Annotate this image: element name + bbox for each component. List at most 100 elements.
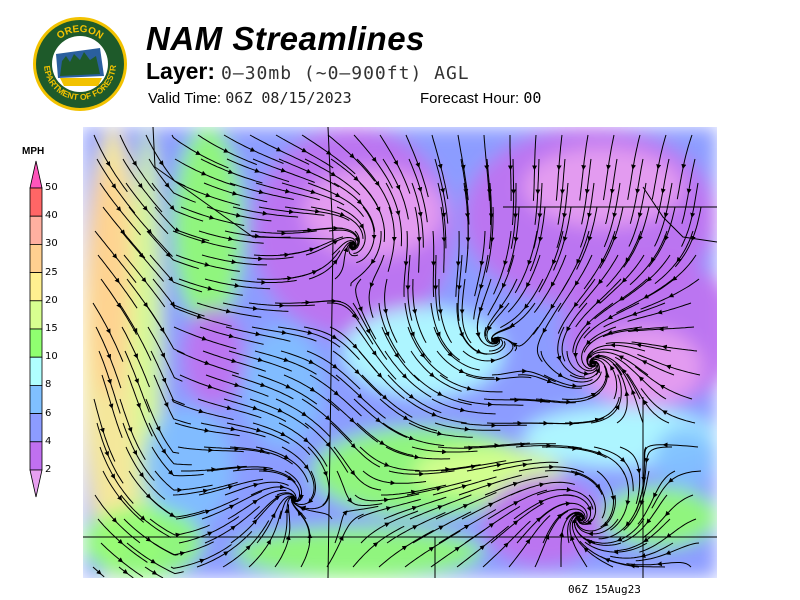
streamline	[122, 422, 138, 456]
streamline	[440, 394, 472, 406]
streamline	[96, 422, 110, 457]
streamline	[556, 134, 563, 171]
streamline	[109, 381, 121, 414]
valid-time-value: 06Z 08/15/2023	[225, 89, 352, 107]
legend-tick-label: 50	[45, 182, 58, 193]
streamline	[433, 326, 453, 357]
streamline	[532, 168, 535, 201]
legend-unit: MPH	[22, 146, 45, 157]
streamline	[676, 230, 694, 263]
streamline	[257, 235, 291, 238]
streamline	[300, 298, 337, 304]
streamline	[176, 350, 210, 366]
streamline	[396, 163, 411, 194]
streamline	[587, 182, 595, 219]
streamline	[99, 446, 116, 480]
streamline	[544, 470, 581, 476]
streamline	[291, 496, 303, 509]
streamline	[336, 206, 364, 230]
streamline	[506, 520, 531, 545]
streamline	[537, 182, 543, 219]
streamline	[313, 191, 345, 206]
streamline	[637, 182, 647, 218]
streamline	[619, 446, 642, 474]
streamline	[336, 470, 353, 503]
streamline	[526, 254, 541, 288]
streamline	[603, 494, 616, 527]
streamline	[510, 397, 546, 403]
legend-swatch-6_8	[29, 384, 43, 414]
streamline	[388, 470, 425, 477]
streamline	[561, 329, 569, 362]
streamline	[589, 351, 621, 358]
streamline	[204, 173, 236, 187]
streamline	[381, 326, 399, 359]
streamline	[417, 456, 451, 460]
streamline	[439, 433, 473, 438]
streamline	[583, 261, 603, 290]
streamline	[374, 353, 397, 380]
streamline	[233, 506, 260, 528]
streamline	[482, 525, 510, 548]
streamline	[590, 404, 620, 424]
streamline	[606, 134, 615, 170]
streamline	[303, 326, 338, 339]
streamline	[464, 443, 500, 449]
streamline	[557, 191, 563, 225]
streamline	[120, 542, 148, 563]
streamline	[148, 422, 167, 455]
streamline	[222, 545, 251, 568]
streamline	[629, 260, 653, 286]
streamline	[607, 302, 640, 320]
streamline	[435, 288, 440, 321]
streamline	[576, 238, 590, 270]
streamline	[275, 398, 307, 417]
streamline	[612, 182, 621, 218]
streamline	[123, 254, 147, 283]
streamline	[572, 323, 588, 353]
streamline	[457, 398, 493, 407]
streamline	[130, 430, 146, 460]
streamline	[463, 167, 469, 201]
streamline	[409, 505, 443, 520]
streamline	[631, 341, 665, 348]
streamline	[606, 260, 628, 287]
streamline	[605, 191, 613, 225]
streamline	[674, 238, 693, 268]
streamline	[465, 492, 497, 506]
streamline	[114, 186, 136, 214]
streamline	[462, 371, 495, 379]
streamline	[538, 206, 546, 243]
streamline	[559, 358, 585, 378]
streamline	[196, 551, 229, 568]
streamline	[643, 518, 671, 543]
streamline	[437, 445, 474, 451]
streamline	[418, 165, 429, 198]
streamline	[411, 446, 448, 455]
streamline	[524, 278, 544, 309]
streamline	[197, 398, 233, 411]
streamline	[593, 446, 626, 463]
streamline	[145, 208, 169, 235]
streamline	[232, 466, 269, 472]
streamline	[573, 515, 590, 542]
legend-tick-label: 6	[45, 407, 52, 419]
streamline	[474, 263, 482, 297]
streamline	[278, 158, 312, 174]
streamline	[352, 302, 371, 335]
streamline	[643, 399, 670, 424]
page-title: NAM Streamlines	[146, 20, 425, 57]
streamline	[516, 502, 544, 523]
streamline	[414, 311, 427, 344]
streamline	[383, 505, 418, 520]
streamline	[457, 134, 466, 170]
streamline	[354, 494, 390, 503]
streamline	[490, 325, 512, 343]
streamline	[369, 254, 385, 288]
streamline	[412, 334, 432, 363]
streamline	[359, 446, 390, 467]
streamline	[277, 326, 313, 335]
streamline	[634, 366, 663, 387]
streamline	[138, 405, 153, 437]
layer-line: Layer: 0–30mb (~0–900ft) AGL	[146, 58, 470, 85]
